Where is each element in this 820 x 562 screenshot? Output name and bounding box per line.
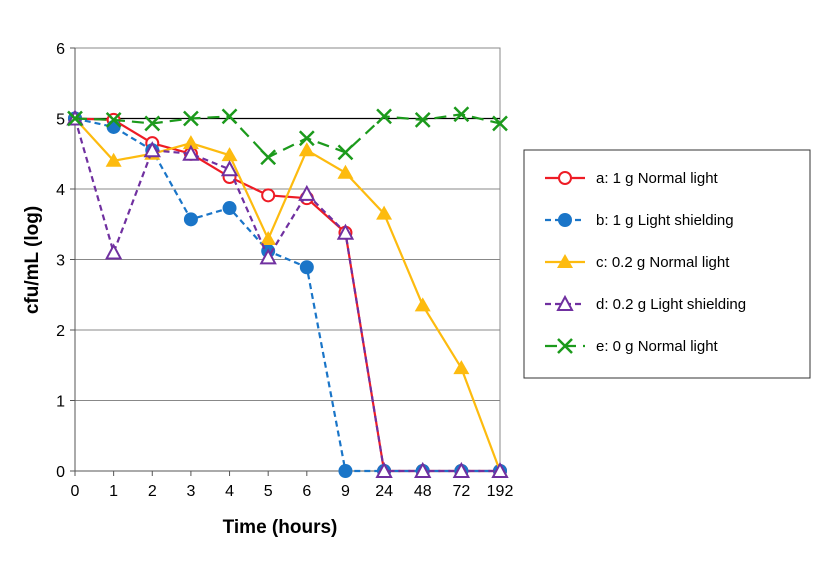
data-point [182, 135, 199, 150]
data-point [453, 360, 470, 375]
data-point [182, 144, 200, 161]
legend-label: b: 1 g Light shielding [596, 212, 734, 229]
y-tick-label: 0 [56, 464, 65, 481]
legend: a: 1 g Normal light b: 1 g Light shieldin… [523, 149, 811, 379]
data-point [337, 144, 354, 161]
data-point [414, 297, 431, 312]
x-tick-label: 6 [302, 483, 311, 500]
data-point [491, 461, 509, 478]
y-tick-label: 6 [56, 41, 65, 58]
data-point [221, 108, 238, 125]
data-point [259, 248, 277, 265]
data-point [556, 294, 574, 311]
data-point [261, 188, 276, 203]
data-point [144, 115, 161, 132]
data-point [452, 461, 471, 478]
y-tick-label: 1 [56, 394, 65, 411]
data-point [376, 205, 393, 220]
x-tick-label: 1 [109, 483, 118, 500]
legend-item: a: 1 g Normal light [545, 170, 719, 187]
data-point [106, 119, 121, 134]
data-point [453, 106, 470, 123]
data-point [143, 141, 161, 158]
data-point [260, 149, 277, 166]
data-point [260, 231, 277, 246]
y-tick-label: 2 [56, 323, 65, 340]
data-point [222, 201, 237, 216]
data-point [558, 171, 572, 185]
data-point [337, 164, 354, 179]
data-point [298, 184, 316, 201]
y-tick-label: 5 [56, 112, 65, 129]
series-line [74, 113, 501, 159]
x-tick-label: 72 [452, 483, 470, 500]
data-point [298, 142, 315, 157]
x-tick-label: 4 [225, 483, 234, 500]
data-point [183, 212, 198, 227]
data-point [299, 260, 314, 275]
data-point [492, 115, 508, 132]
x-tick-label: 0 [71, 483, 80, 500]
data-point [183, 110, 199, 127]
legend-label: d: 0.2 g Light shielding [596, 296, 746, 313]
data-point [414, 461, 432, 478]
x-tick-label: 9 [341, 483, 350, 500]
data-point [298, 130, 315, 147]
x-tick-label: 5 [264, 483, 273, 500]
data-point [557, 254, 573, 268]
legend-item: d: 0.2 g Light shielding [545, 294, 746, 313]
data-point [336, 223, 355, 240]
legend-item: e: 0 g Normal light [545, 338, 719, 355]
y-axis-label: cfu/mL (log) [22, 206, 43, 314]
legend-label: a: 1 g Normal light [596, 170, 719, 187]
data-point [105, 112, 122, 128]
data-point [220, 160, 239, 177]
legend-label: c: 0.2 g Normal light [596, 254, 730, 271]
x-tick-label: 3 [186, 483, 195, 500]
data-point [557, 338, 573, 354]
y-tick-label: 4 [56, 182, 65, 199]
y-tick-label: 3 [56, 253, 65, 270]
x-tick-label: 24 [375, 483, 393, 500]
data-point [104, 243, 123, 260]
data-point [375, 461, 393, 478]
data-point [338, 464, 353, 478]
data-point [105, 152, 122, 167]
legend-item: b: 1 g Light shielding [545, 212, 734, 229]
x-axis-label: Time (hours) [223, 517, 338, 538]
data-point [376, 108, 392, 125]
series-line [73, 118, 500, 473]
legend-item: c: 0.2 g Normal light [545, 254, 730, 271]
x-tick-label: 192 [487, 483, 514, 500]
series-e [67, 106, 508, 166]
legend-label: e: 0 g Normal light [596, 338, 719, 355]
data-point [67, 110, 83, 127]
data-point [221, 147, 238, 162]
data-point [414, 112, 431, 128]
x-tick-label: 48 [414, 483, 432, 500]
x-tick-label: 2 [148, 483, 157, 500]
data-point [558, 213, 572, 227]
